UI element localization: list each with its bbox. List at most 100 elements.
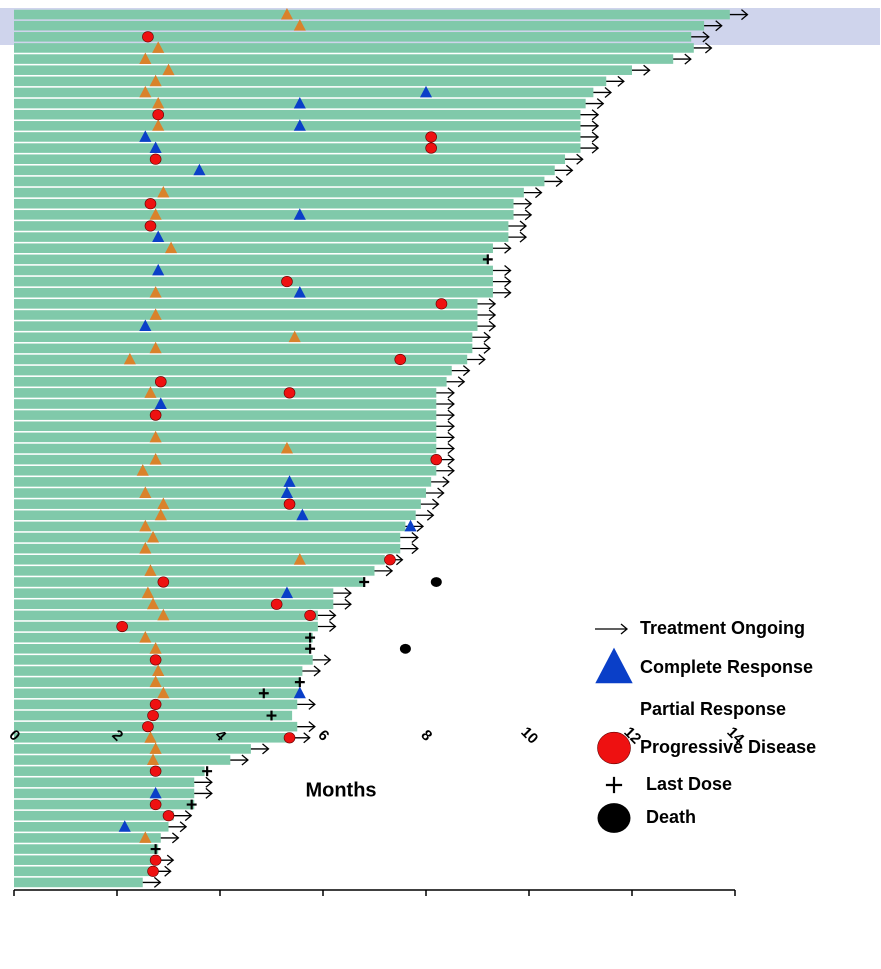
triangle: [280, 441, 293, 454]
triangle-marker: [147, 597, 160, 610]
triangle: [595, 647, 633, 684]
arrow-head: [447, 398, 455, 410]
triangle: [157, 686, 170, 699]
circle: [149, 698, 162, 710]
arrow-marker: [374, 565, 394, 577]
triangle: [139, 85, 152, 98]
bar: [14, 777, 195, 788]
triangle: [293, 96, 306, 109]
arrow-head: [576, 153, 584, 165]
circle-marker: [116, 620, 128, 633]
arrow-head: [329, 621, 337, 633]
arrow-head: [457, 376, 466, 388]
circle: [435, 298, 448, 310]
arrow-head: [591, 120, 600, 132]
arrow-head: [262, 743, 270, 755]
arrow-head: [344, 587, 352, 599]
arrow-marker: [523, 187, 543, 199]
triangle-marker: [157, 185, 170, 198]
bar: [14, 132, 581, 142]
circle: [149, 798, 162, 811]
arrow-head: [308, 721, 316, 733]
triangle-marker: [280, 486, 293, 498]
circle-marker: [147, 865, 159, 877]
triangle: [293, 19, 306, 31]
arrow-marker: [400, 532, 419, 544]
circle: [425, 142, 437, 154]
triangle: [293, 119, 306, 131]
arrow-marker: [230, 754, 249, 766]
triangle-marker: [293, 553, 306, 565]
arrow-marker: [250, 743, 270, 755]
arrow-head: [519, 220, 528, 232]
bar: [14, 20, 705, 31]
plus: [294, 677, 305, 688]
dot-marker: [430, 577, 442, 587]
legend-item: Progressive Disease: [597, 731, 816, 765]
triangle-marker: [149, 675, 162, 688]
arrow-marker: [302, 665, 322, 677]
circle: [384, 554, 396, 566]
bar: [14, 465, 437, 476]
circle: [147, 865, 159, 877]
arrow-head: [164, 865, 172, 877]
circle-marker: [149, 153, 162, 165]
circle-marker: [144, 198, 157, 210]
triangle: [144, 731, 157, 743]
arrow-head: [504, 276, 512, 288]
arrow-marker: [580, 131, 600, 143]
triangle-marker: [149, 286, 162, 298]
bar: [14, 299, 478, 309]
arrow-head: [411, 543, 419, 555]
bar: [14, 65, 632, 75]
bar: [14, 343, 473, 354]
arrow-head: [447, 431, 455, 443]
triangle: [293, 686, 306, 699]
arrow-head: [416, 520, 425, 532]
arrow-head: [483, 331, 491, 343]
triangle: [139, 319, 152, 332]
triangle: [149, 430, 162, 443]
arrow-marker: [426, 487, 445, 499]
circle: [283, 732, 296, 744]
triangle-marker: [139, 52, 152, 65]
arrow-marker: [472, 342, 491, 354]
circle-marker: [147, 709, 159, 722]
bar: [14, 310, 478, 320]
triangle: [154, 508, 167, 521]
arrow-marker: [194, 776, 213, 788]
arrow-marker: [436, 443, 455, 454]
triangle-marker: [139, 542, 152, 554]
bar: [14, 232, 509, 242]
arrow-head: [153, 876, 162, 888]
bar: [14, 187, 524, 198]
arrow-head: [447, 420, 455, 432]
bar: [14, 443, 437, 454]
triangle: [162, 63, 175, 76]
dot-marker: [399, 643, 411, 654]
arrow-marker: [160, 832, 180, 844]
plus: [305, 632, 316, 643]
bar: [14, 410, 437, 420]
bar: [14, 154, 566, 164]
triangle-marker: [139, 631, 152, 643]
arrow-head: [184, 810, 193, 822]
bar: [14, 554, 385, 565]
triangle-marker: [136, 464, 149, 476]
arrow-marker: [693, 42, 713, 54]
bar: [14, 477, 432, 487]
bar: [14, 421, 437, 432]
arrow-head: [488, 309, 497, 321]
bar: [14, 788, 195, 799]
triangle: [293, 286, 306, 298]
arrow-head: [442, 476, 450, 488]
triangle-marker: [293, 286, 306, 298]
triangle-marker: [280, 586, 293, 599]
plus-marker: [305, 632, 316, 643]
arrow-marker: [317, 621, 337, 633]
arrow-head: [205, 787, 213, 799]
circle-marker: [384, 554, 396, 566]
bar: [14, 354, 468, 365]
circle-marker: [425, 131, 437, 143]
bar: [14, 621, 318, 632]
